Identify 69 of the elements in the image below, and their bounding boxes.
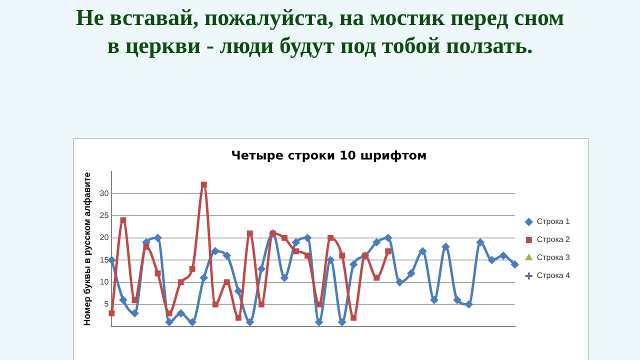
point [499,252,508,260]
point [257,264,266,273]
point [304,252,310,259]
point [488,256,496,264]
y-tick-label: 5 [104,300,110,309]
point [280,274,288,282]
point [224,279,230,286]
point [326,256,335,264]
point [222,252,231,260]
point [154,270,161,276]
point [384,234,392,242]
point [385,248,392,254]
y-tick-label: 15 [100,255,110,264]
point [292,238,300,246]
point [374,274,380,281]
point [430,296,438,304]
point [510,260,519,269]
point [258,301,264,308]
legend-label: Строка 1 [536,217,571,226]
point [132,297,138,303]
legend-label: Строка 3 [536,253,571,262]
point [211,247,220,256]
point [339,252,346,259]
chart-title: Четыре строки 10 шрифтом [231,148,427,162]
point [234,287,242,296]
y-tick-label: 30 [100,188,110,198]
point [372,238,381,246]
point [188,318,196,326]
y-axis-title: Номер буквы в русском алфавите [82,172,92,326]
point [189,266,196,272]
point [246,318,254,326]
point [293,248,299,254]
point [130,309,139,318]
legend-label: Строка 2 [536,235,571,244]
point [418,247,427,256]
point [282,234,288,241]
point [154,234,162,242]
point [235,314,242,321]
point [350,314,357,321]
y-tick-label: 20 [100,233,110,242]
point [396,278,404,286]
point [338,318,346,326]
legend-label: Строка 4 [536,271,571,280]
point [304,234,312,242]
point [178,279,184,286]
point [166,310,172,316]
point [315,318,324,326]
point [350,260,358,269]
point [108,256,116,264]
point [212,301,218,308]
point [246,230,253,236]
point [453,296,462,304]
point [176,309,185,318]
y-tick-label: 25 [100,210,110,220]
point [165,318,174,326]
point [108,310,115,316]
point [200,182,207,188]
point [316,301,322,308]
point [476,238,484,246]
point [464,300,473,308]
point [407,269,416,278]
point [120,217,126,224]
y-tick-label: 10 [100,277,110,286]
text: Не вставай, пожалуйста, на мостик перед сном в церкви - люди будут под тобой ползать. [74,4,566,60]
point [200,274,208,282]
point [328,234,334,241]
point [119,296,128,304]
point [143,244,150,250]
point [442,242,450,251]
